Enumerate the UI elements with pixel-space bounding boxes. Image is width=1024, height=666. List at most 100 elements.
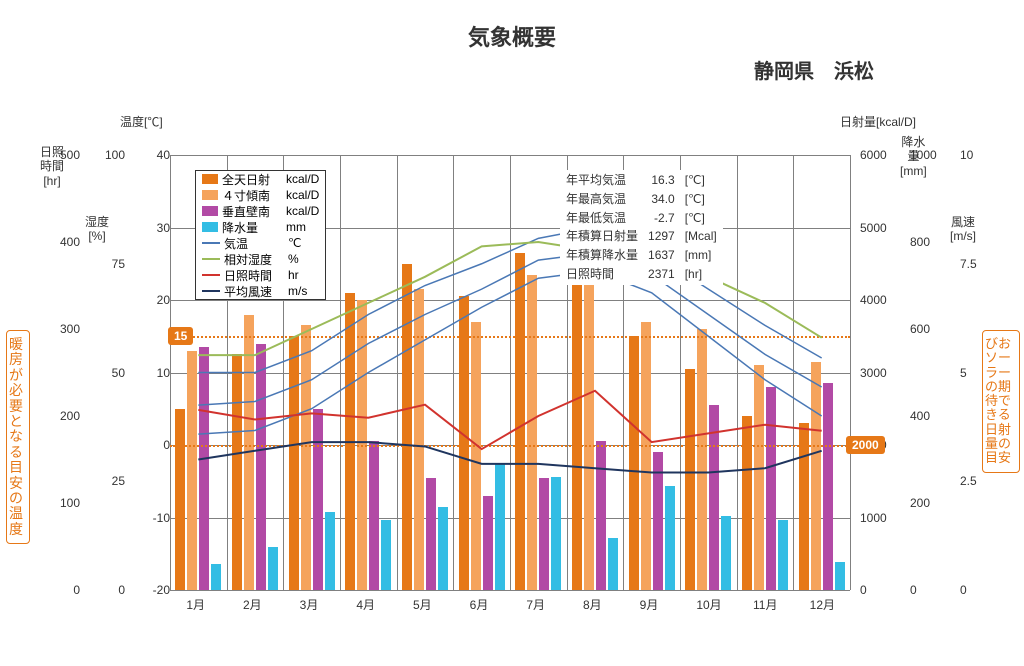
- stat-cell: 年最高気温: [562, 191, 642, 208]
- stat-cell: 2371: [644, 266, 679, 283]
- legend-item: 垂直壁南 kcal/D: [196, 203, 325, 219]
- legend-label: 平均風速: [224, 283, 284, 300]
- legend-unit: kcal/D: [286, 204, 319, 218]
- stat-row: 年平均気温16.3[℃]: [562, 172, 721, 189]
- bar-vertical: [823, 383, 833, 590]
- legend-label: 垂直壁南: [222, 203, 282, 220]
- legend-item: 降水量mm: [196, 219, 325, 235]
- axis-tick: 800: [910, 235, 930, 249]
- axis-tick: 75: [95, 257, 125, 271]
- bar-rain: [551, 477, 561, 590]
- stat-cell: 年積算日射量: [562, 228, 642, 245]
- axis-tick: 400: [910, 409, 930, 423]
- stat-cell: 年積算降水量: [562, 247, 642, 264]
- legend-swatch: [202, 174, 218, 184]
- stat-cell: 1637: [644, 247, 679, 264]
- stat-cell: [Mcal]: [681, 228, 721, 245]
- x-tick: 7月: [526, 596, 545, 613]
- bar-rain: [721, 516, 731, 590]
- legend-swatch: [202, 290, 220, 292]
- bar-inclined: [811, 362, 821, 590]
- ref-badge: 15: [168, 327, 193, 345]
- axis-tick: 10: [960, 148, 973, 162]
- stat-row: 年積算降水量1637[mm]: [562, 247, 721, 264]
- legend: 全天日射kcal/D４寸傾南kcal/D垂直壁南kcal/D降水量mm気温℃相対…: [195, 170, 326, 300]
- axis-tick: 25: [95, 474, 125, 488]
- axis-label: 風速[m/s]: [950, 215, 976, 244]
- bar-rain: [778, 520, 788, 590]
- bar-vertical: [653, 452, 663, 590]
- axis-tick: 0: [960, 583, 967, 597]
- axis-tick: 300: [50, 322, 80, 336]
- axis-tick: 50: [95, 366, 125, 380]
- legend-unit: ℃: [288, 236, 301, 250]
- legend-item: 気温℃: [196, 235, 325, 251]
- ref-line: [170, 336, 850, 338]
- bar-total_solar: [572, 249, 582, 590]
- axis-tick: 200: [50, 409, 80, 423]
- legend-label: 相対湿度: [224, 251, 284, 268]
- axis-tick: 0: [50, 583, 80, 597]
- axis-tick: 500: [50, 148, 80, 162]
- axis-label: 湿度[%]: [85, 215, 109, 244]
- bar-total_solar: [459, 296, 469, 590]
- legend-swatch: [202, 206, 218, 216]
- axis-tick: 100: [50, 496, 80, 510]
- legend-unit: m/s: [288, 284, 307, 298]
- bar-rain: [268, 547, 278, 591]
- axis-tick: 6000: [860, 148, 887, 162]
- bar-inclined: [471, 322, 481, 590]
- legend-label: 降水量: [222, 219, 282, 236]
- stat-cell: [℃]: [681, 191, 721, 208]
- bar-inclined: [187, 351, 197, 590]
- bar-rain: [608, 538, 618, 590]
- x-tick: 9月: [640, 596, 659, 613]
- bar-inclined: [697, 329, 707, 590]
- axis-label: 日射量[kcal/D]: [840, 115, 916, 129]
- axis-tick: 0: [140, 438, 170, 452]
- bar-total_solar: [742, 416, 752, 590]
- x-tick: 12月: [810, 596, 835, 613]
- bar-vertical: [483, 496, 493, 590]
- axis-tick: 200: [910, 496, 930, 510]
- bar-rain: [665, 486, 675, 590]
- legend-item: ４寸傾南kcal/D: [196, 187, 325, 203]
- bar-rain: [495, 464, 505, 590]
- legend-swatch: [202, 222, 218, 232]
- axis-tick: -10: [140, 511, 170, 525]
- bar-vertical: [766, 387, 776, 590]
- x-tick: 6月: [470, 596, 489, 613]
- stat-cell: -2.7: [644, 210, 679, 227]
- stat-cell: [℃]: [681, 172, 721, 189]
- axis-tick: 0: [860, 583, 867, 597]
- legend-item: 全天日射kcal/D: [196, 171, 325, 187]
- legend-unit: hr: [288, 268, 299, 282]
- stat-row: 年最低気温-2.7[℃]: [562, 210, 721, 227]
- legend-swatch: [202, 190, 218, 200]
- x-tick: 1月: [186, 596, 205, 613]
- bar-total_solar: [799, 423, 809, 590]
- axis-tick: 5000: [860, 221, 887, 235]
- bar-total_solar: [685, 369, 695, 590]
- axis-tick: 20: [140, 293, 170, 307]
- legend-swatch: [202, 258, 220, 260]
- left-callout: 暖房が必要となる目安の温度: [6, 330, 30, 544]
- axis-tick: 2.5: [960, 474, 977, 488]
- legend-swatch: [202, 274, 220, 276]
- axis-tick: -20: [140, 583, 170, 597]
- x-tick: 2月: [243, 596, 262, 613]
- bar-vertical: [426, 478, 436, 590]
- bar-total_solar: [629, 336, 639, 590]
- stat-row: 日照時間2371[hr]: [562, 266, 721, 283]
- bar-inclined: [414, 289, 424, 590]
- legend-item: 日照時間hr: [196, 267, 325, 283]
- legend-unit: kcal/D: [286, 172, 319, 186]
- bar-total_solar: [175, 409, 185, 590]
- bar-vertical: [199, 347, 209, 590]
- bar-total_solar: [232, 354, 242, 590]
- bar-total_solar: [515, 253, 525, 590]
- bar-vertical: [596, 441, 606, 590]
- axis-tick: 600: [910, 322, 930, 336]
- bar-total_solar: [402, 264, 412, 590]
- x-tick: 8月: [583, 596, 602, 613]
